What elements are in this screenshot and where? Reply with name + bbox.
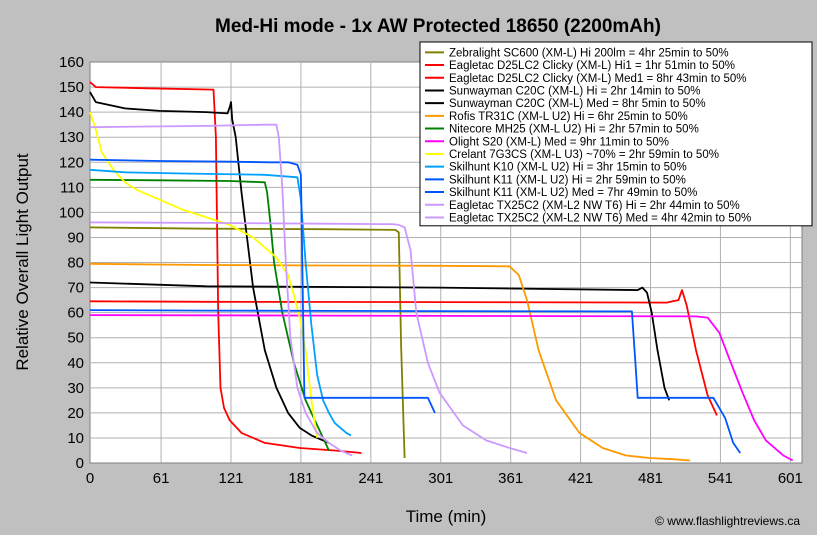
y-tick-label: 50: [67, 330, 84, 347]
y-tick-label: 10: [67, 430, 84, 447]
legend-entry: Crelant 7G3CS (XM-L U3) ~70% = 2hr 59min…: [449, 149, 719, 161]
x-tick-label: 541: [708, 470, 733, 487]
legend-entry: Eagletac D25LC2 Clicky (XM-L) Hi1 = 1hr …: [449, 60, 735, 72]
legend-entry: Nitecore MH25 (XM-L U2) Hi = 2hr 57min t…: [449, 124, 699, 136]
y-tick-label: 110: [60, 179, 84, 196]
series-line-4: [89, 91, 330, 444]
legend-entry: Skilhunt K11 (XM-L U2) Med = 7hr 49min t…: [449, 187, 697, 199]
y-tick-label: 160: [59, 54, 84, 71]
y-tick-label: 140: [59, 104, 84, 121]
series-line-5: [89, 281, 671, 401]
y-tick-label: 60: [67, 305, 84, 322]
y-tick-label: 90: [67, 229, 84, 246]
legend-entry: Olight S20 (XM-L) Med = 9hr 11min to 50%: [449, 136, 669, 148]
legend-entry: Rofis TR31C (XM-L U2) Hi = 6hr 25min to …: [449, 111, 688, 123]
series-line-11: [89, 158, 436, 414]
series-line-9: [89, 111, 319, 439]
legend-entry: Skilhunt K11 (XM-L U2) Hi = 2hr 59min to…: [449, 174, 686, 186]
y-tick-label: 0: [76, 455, 84, 472]
series-line-8: [89, 314, 794, 462]
series-line-3: [89, 289, 718, 416]
y-tick-label: 100: [59, 204, 84, 221]
x-tick-label: 601: [778, 470, 803, 487]
y-axis-label: Relative Overall Light Output: [13, 153, 32, 371]
series-lines: [89, 81, 794, 462]
legend-entry: Sunwayman C20C (XM-L) Hi = 2hr 14min to …: [449, 85, 701, 97]
legend-entry: Eagletac TX25C2 (XM-L2 NW T6) Med = 4hr …: [449, 212, 751, 224]
y-tick-label: 40: [67, 355, 84, 372]
credit-text: © www.flashlightreviews.ca: [655, 514, 800, 528]
series-line-2: [89, 81, 362, 454]
y-tick-label: 80: [67, 255, 84, 272]
legend-entry: Eagletac D25LC2 Clicky (XM-L) Med1 = 8hr…: [449, 73, 747, 85]
legend-entry: Sunwayman C20C (XM-L) Med = 8hr 5min to …: [449, 98, 706, 110]
x-tick-label: 421: [568, 470, 593, 487]
series-line-7: [89, 178, 330, 451]
x-tick-label: 61: [153, 470, 170, 487]
y-tick-label: 130: [59, 129, 84, 146]
y-tick-label: 20: [67, 405, 84, 422]
y-tick-label: 70: [67, 280, 84, 297]
series-line-12: [89, 309, 741, 454]
series-line-1: [89, 226, 406, 459]
x-tick-label: 121: [218, 470, 243, 487]
x-tick-label: 241: [358, 470, 383, 487]
legend-entry: Zebralight SC600 (XM-L) Hi 200lm = 4hr 2…: [449, 47, 729, 59]
legend-entry: Eagletac TX25C2 (XM-L2 NW T6) Hi = 2hr 4…: [449, 200, 740, 212]
y-tick-label: 30: [67, 380, 84, 397]
x-tick-label: 481: [638, 470, 663, 487]
series-line-14: [89, 221, 528, 454]
x-tick-label: 361: [498, 470, 523, 487]
y-tick-label: 120: [59, 154, 84, 171]
y-axis-ticks: 0 10 20 30 40 50 60 70 80 90 100 110 120 130 140 150 160: [59, 54, 84, 472]
chart-title: Med-Hi mode - 1x AW Protected 18650 (220…: [215, 16, 661, 37]
legend-entry: Skilhunt K10 (XM-L U2) Hi = 3hr 15min to…: [449, 162, 687, 174]
x-tick-label: 0: [86, 470, 94, 487]
y-tick-label: 150: [59, 79, 84, 96]
series-line-10: [89, 168, 352, 437]
x-axis-ticks: 0 61 121 181 241 301 361 421 481 541 601: [86, 470, 803, 487]
legend: Zebralight SC600 (XM-L) Hi 200lm = 4hr 2…: [419, 41, 813, 227]
x-tick-label: 181: [288, 470, 313, 487]
legend-box: [419, 41, 813, 227]
x-axis-label: Time (min): [406, 507, 487, 526]
x-tick-label: 301: [428, 470, 453, 487]
series-line-6: [89, 262, 691, 462]
series-line-13: [89, 123, 353, 457]
